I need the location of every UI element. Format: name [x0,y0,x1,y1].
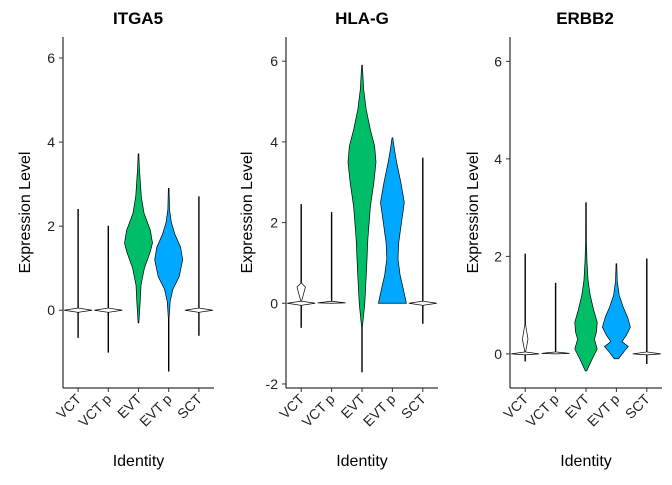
x-tick-label: EVT p [360,391,399,430]
violin-evt-p [154,187,184,372]
y-tick-label: 4 [494,151,502,167]
y-tick-label: 0 [494,346,502,362]
x-tick-label: VCT p [299,391,338,430]
y-tick-label: 2 [494,248,502,264]
x-axis-label: Identity [336,453,388,470]
x-tick-label: SCT [174,390,205,421]
y-axis-label: Expression Level [465,152,482,274]
violin-vct-p [317,212,346,304]
y-tick-label: 2 [270,215,278,231]
x-tick-label: VCT p [523,391,562,430]
violin-vct-p [94,225,123,353]
y-tick-label: 6 [270,53,278,69]
y-tick-label: -2 [266,376,279,392]
violin-evt [124,153,153,324]
violin-vct [511,253,540,362]
y-tick-label: 0 [270,295,278,311]
y-axis-label: Expression Level [17,152,34,274]
x-axis-label: Identity [560,453,612,470]
panel-title: HLA-G [335,9,389,28]
y-tick-label: 0 [47,302,55,318]
violin-vct [287,204,316,328]
y-tick-label: 4 [47,134,55,150]
violin-evt-p [602,263,631,360]
x-tick-label: EVT p [584,391,623,430]
violin-evt [347,64,377,373]
y-tick-label: 6 [494,53,502,69]
violin-evt [574,202,598,372]
violin-sct [184,196,213,336]
violin-sct [632,258,661,364]
x-tick-label: SCT [622,390,653,421]
x-tick-label: EVT p [136,391,175,430]
violin-sct [408,157,437,324]
x-tick-label: VCT p [75,391,114,430]
y-tick-label: 6 [47,50,55,66]
panel-title: ERBB2 [556,9,614,28]
x-axis-label: Identity [113,453,165,470]
panel-title: ITGA5 [113,9,163,28]
x-tick-label: SCT [398,390,429,421]
y-tick-label: 2 [47,218,55,234]
violin-vct-p [541,282,570,355]
y-axis-label: Expression Level [239,152,256,274]
y-tick-label: 4 [270,134,278,150]
violin-evt-p [377,137,407,304]
violin-vct [64,209,93,338]
